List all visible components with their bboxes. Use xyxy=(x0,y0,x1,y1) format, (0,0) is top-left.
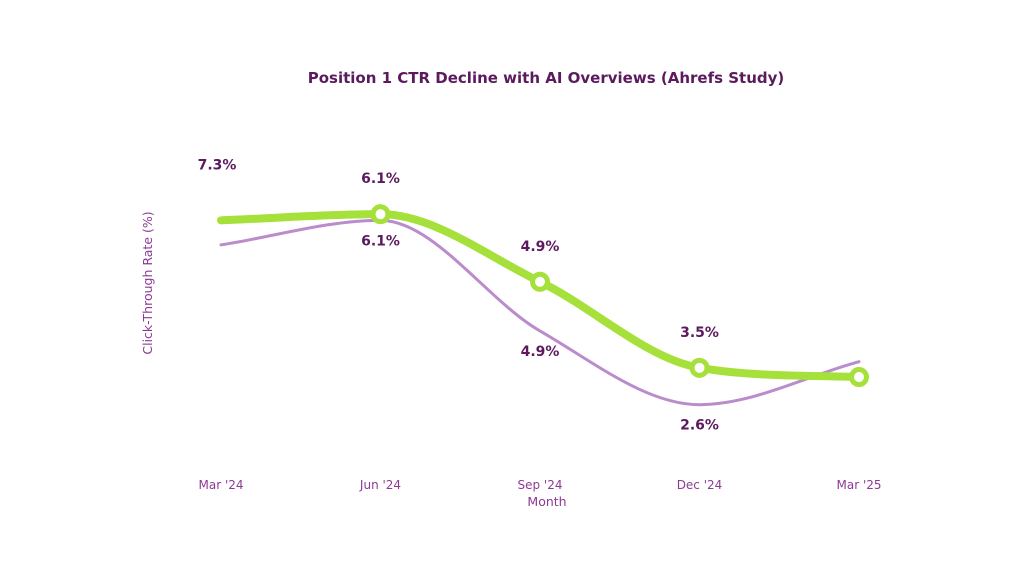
data-point-marker xyxy=(689,357,710,378)
data-label-trend: 4.9% xyxy=(521,344,560,360)
x-axis-label: Month xyxy=(527,494,566,509)
x-tick-label: Mar '24 xyxy=(198,478,243,492)
data-label-highlight: 4.9% xyxy=(521,239,560,255)
x-tick-label: Dec '24 xyxy=(677,478,723,492)
data-label-trend: 2.6% xyxy=(680,418,719,434)
data-label-highlight: 6.1% xyxy=(361,171,400,187)
x-tick-label: Mar '25 xyxy=(836,478,881,492)
series-line-trend xyxy=(219,218,861,407)
y-axis-label: Click-Through Rate (%) xyxy=(140,211,155,354)
data-label-highlight: 3.5% xyxy=(680,325,719,341)
data-point-marker xyxy=(849,367,869,388)
x-tick-label: Jun '24 xyxy=(359,478,401,492)
data-point-marker xyxy=(370,204,391,225)
data-point-marker xyxy=(530,271,550,292)
data-label-highlight: 7.3% xyxy=(198,157,237,173)
data-label-trend: 6.1% xyxy=(361,233,400,249)
x-tick-label: Sep '24 xyxy=(518,478,563,492)
chart-title: Position 1 CTR Decline with AI Overviews… xyxy=(308,69,785,87)
